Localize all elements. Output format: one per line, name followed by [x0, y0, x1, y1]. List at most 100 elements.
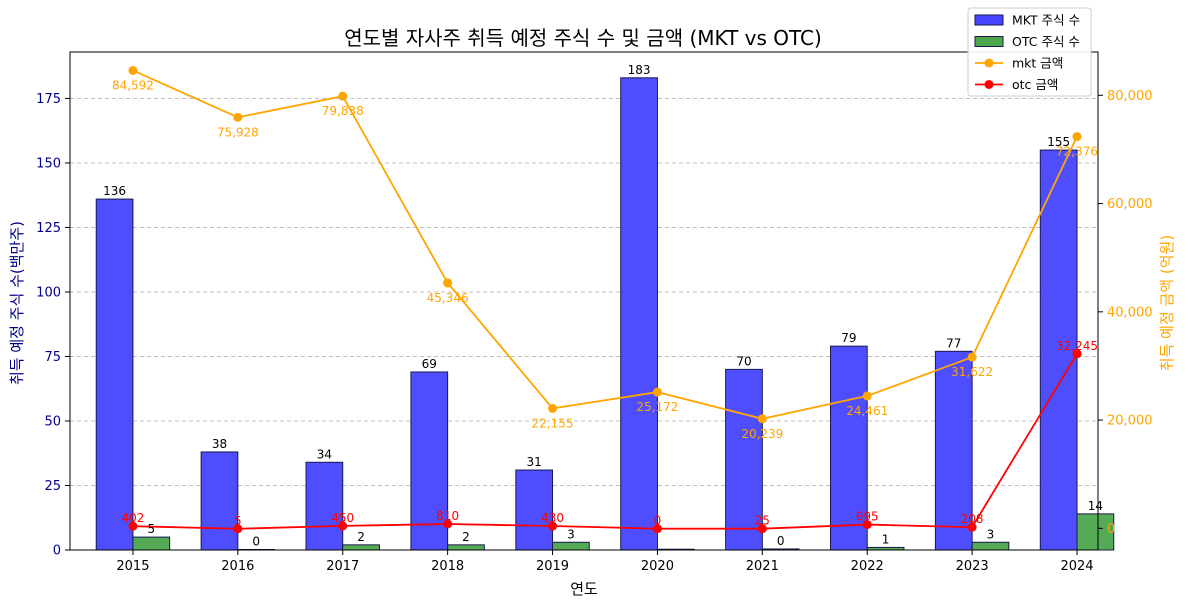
y-right-tick-label: 0	[1107, 522, 1115, 537]
mkt-amount-point	[967, 352, 977, 362]
legend-box	[967, 7, 1092, 97]
otc-amount-line	[132, 353, 1078, 530]
y-right-tick-label: 60,000	[1107, 197, 1153, 212]
otc-amount-point	[548, 521, 558, 531]
x-tick-label: 2016	[221, 559, 254, 574]
y-right-tick-label: 40,000	[1107, 305, 1153, 320]
mkt-amount-line	[132, 69, 1078, 420]
otc-amount-point	[443, 519, 453, 529]
y-left-tick-label: 175	[36, 92, 61, 107]
x-tick-label: 2018	[431, 559, 464, 574]
otc-amount-label: 0	[654, 514, 662, 528]
otc-amount-point	[652, 524, 662, 534]
y-left-tick-label: 100	[36, 285, 61, 300]
legend-mkt-bar-swatch	[974, 14, 1004, 26]
otc-amount-label: 32,245	[1056, 339, 1098, 353]
otc-bar-label: 14	[1088, 499, 1103, 513]
x-tick-label: 2024	[1060, 559, 1093, 574]
legend-mkt-bar-label: MKT 주식 수	[1012, 13, 1080, 28]
legend-otc-bar-label: OTC 주식 수	[1012, 34, 1080, 49]
otc-amount-label: 810	[436, 509, 459, 523]
y-axis-left-title: 취득 예정 주식 수(백만주)	[8, 221, 26, 385]
mkt-amount-label: 79,838	[322, 104, 364, 118]
y-right-tick-label: 80,000	[1107, 89, 1153, 104]
otc-bar-label: 3	[567, 527, 575, 541]
mkt-bar-label: 136	[103, 184, 126, 198]
mkt-amount-label: 24,461	[846, 404, 888, 418]
y-left-tick-label: 0	[53, 544, 61, 559]
mkt-bar-label: 155	[1047, 135, 1070, 149]
otc-amount-point	[338, 521, 348, 531]
mkt-bar	[200, 451, 239, 551]
otc-amount-point	[967, 522, 977, 532]
mkt-bar	[515, 469, 554, 551]
y-right-tick-label: 20,000	[1107, 414, 1153, 429]
otc-bar-label: 5	[147, 522, 155, 536]
x-axis-title: 연도	[570, 580, 598, 598]
mkt-amount-point	[128, 65, 138, 75]
mkt-amount-label: 75,928	[217, 125, 259, 139]
otc-amount-point	[1072, 349, 1082, 359]
otc-bar	[971, 541, 1010, 551]
mkt-bar	[620, 77, 658, 551]
legend-otc-line-marker	[984, 80, 994, 89]
mkt-bar	[830, 345, 868, 551]
mkt-amount-point	[338, 91, 348, 101]
otc-bar	[342, 544, 380, 551]
legend-mkt-line-marker	[984, 58, 994, 68]
mkt-bar-label: 77	[946, 336, 961, 350]
otc-bar	[447, 544, 485, 551]
mkt-amount-label: 22,155	[532, 416, 574, 430]
mkt-amount-label: 72,376	[1056, 145, 1098, 159]
line-series	[128, 65, 1082, 534]
legend: MKT 주식 수 OTC 주식 수 mkt 금액 otc 금액	[967, 7, 1092, 97]
otc-bar-label: 3	[987, 527, 995, 541]
x-tick-label: 2020	[641, 559, 674, 574]
plot-frame	[69, 51, 1099, 551]
otc-bar-label: 2	[357, 530, 365, 544]
y-left-tick-label: 25	[44, 479, 61, 494]
mkt-bar-label: 69	[422, 357, 437, 371]
axes: 0255075100125150175020,00040,00060,00080…	[36, 89, 1152, 574]
mkt-amount-label: 84,592	[112, 78, 154, 92]
mkt-bar-label: 31	[527, 455, 542, 469]
bars	[95, 77, 1115, 551]
legend-mkt-line-label: mkt 금액	[1012, 56, 1063, 71]
mkt-amount-point	[862, 391, 872, 401]
otc-amount-point	[862, 520, 872, 530]
y-left-tick-label: 75	[44, 350, 61, 365]
legend-otc-line-label: otc 금액	[1012, 77, 1058, 92]
mkt-amount-point	[443, 278, 453, 288]
mkt-amount-label: 31,622	[951, 365, 993, 379]
x-tick-label: 2015	[116, 559, 149, 574]
y-left-tick-label: 150	[36, 156, 61, 171]
otc-bar-label: 0	[252, 534, 260, 548]
mkt-bar-label: 183	[628, 63, 651, 77]
mkt-bar-label: 70	[736, 354, 751, 368]
otc-amount-label: 402	[121, 511, 144, 525]
mkt-bar	[934, 350, 973, 551]
y-axis-right-title: 취득 예정 금액 (억원)	[1158, 235, 1176, 371]
otc-amount-label: 25	[755, 514, 770, 528]
mkt-amount-point	[652, 387, 662, 397]
mkt-bar	[725, 368, 763, 551]
mkt-amount-point	[233, 112, 243, 122]
mkt-amount-label: 20,239	[741, 427, 783, 441]
otc-bar-label: 2	[462, 530, 470, 544]
otc-bar-label: 1	[882, 532, 890, 546]
mkt-amount-point	[757, 414, 767, 424]
mkt-bar-label: 34	[317, 447, 332, 461]
mkt-bar	[95, 198, 134, 551]
chart-title: 연도별 자사주 취득 예정 주식 수 및 금액 (MKT vs OTC)	[344, 26, 822, 50]
x-tick-label: 2022	[851, 559, 884, 574]
otc-amount-label: 430	[541, 511, 564, 525]
otc-amount-point	[757, 524, 767, 534]
mkt-amount-point	[548, 403, 558, 413]
otc-amount-label: 695	[856, 510, 879, 524]
mkt-amount-point	[1072, 132, 1082, 142]
otc-bar	[1076, 513, 1115, 551]
x-tick-label: 2017	[326, 559, 359, 574]
mkt-amount-label: 45,346	[427, 291, 469, 305]
